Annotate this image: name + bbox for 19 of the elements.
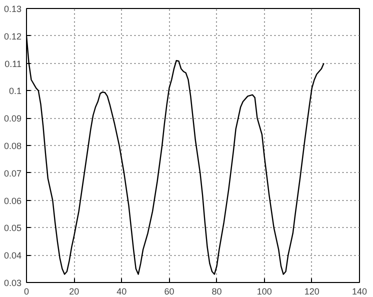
x-tick-label: 120	[304, 286, 320, 296]
y-tick-label: 0.08	[4, 141, 22, 151]
x-tick-label: 100	[256, 286, 272, 296]
x-tick-label: 140	[352, 286, 368, 296]
y-tick-label: 0.04	[4, 250, 22, 261]
y-tick-label: 0.07	[4, 168, 22, 178]
y-tick-label: 0.09	[4, 114, 22, 124]
y-tick-label: 0.05	[4, 223, 22, 234]
x-tick-label: 40	[116, 286, 127, 296]
x-tick-label: 80	[212, 286, 222, 296]
y-tick-label: 0.12	[4, 31, 22, 42]
y-tick-label: 0.1	[8, 86, 22, 96]
x-tick-label: 60	[164, 286, 174, 296]
y-tick-label: 0.03	[4, 278, 22, 288]
y-tick-label: 0.06	[4, 196, 22, 206]
x-tick-label: 20	[69, 286, 80, 296]
y-tick-label: 0.13	[4, 4, 22, 14]
x-tick-label: 0	[24, 286, 30, 296]
y-tick-label: 0.11	[4, 58, 22, 69]
